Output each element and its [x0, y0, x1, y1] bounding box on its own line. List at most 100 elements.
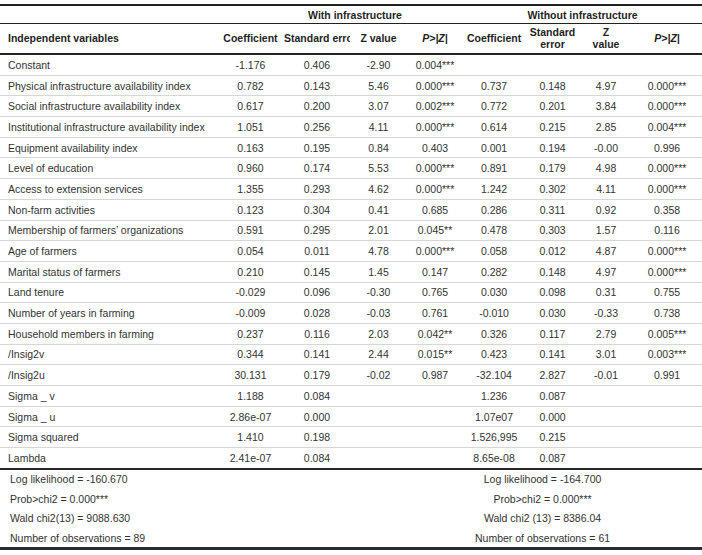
cell-p-value-without	[632, 427, 702, 448]
cell-p-value-with	[407, 448, 463, 469]
cell-z-value-without	[580, 406, 632, 427]
cell-p-value-with: 0.000***	[407, 75, 463, 96]
cell-coefficient-without: 1.242	[463, 179, 525, 200]
cell-p-value-without: 0.000***	[632, 158, 702, 179]
cell-standard-error-with: 0.141	[284, 344, 350, 365]
cell-standard-error-with: 0.011	[284, 241, 350, 262]
row-label: /Insig2u	[0, 365, 217, 386]
cell-coefficient-without: 0.282	[463, 261, 525, 282]
cell-standard-error-with: 0.028	[284, 303, 350, 324]
cell-standard-error-with: 0.000	[284, 406, 350, 427]
cell-z-value-without: 3.01	[580, 344, 632, 365]
cell-coefficient-without: 0.423	[463, 344, 525, 365]
column-header-p-value-without: P>|Z|	[632, 24, 702, 55]
cell-z-value-with: -0.02	[350, 365, 407, 386]
cell-z-value-with	[350, 386, 407, 407]
cell-standard-error-with: 0.143	[284, 75, 350, 96]
cell-standard-error-with: 0.116	[284, 323, 350, 344]
table-row: Household members in farming 0.237 0.116…	[0, 323, 702, 344]
cell-coefficient-without: 0.030	[463, 282, 525, 303]
cell-standard-error-with: 0.179	[284, 365, 350, 386]
cell-standard-error-without: 0.087	[525, 448, 580, 469]
cell-coefficient-without: 0.286	[463, 199, 525, 220]
cell-standard-error-without: 0.311	[525, 199, 580, 220]
cell-p-value-without: 0.000***	[632, 179, 702, 200]
cell-standard-error-with: 0.195	[284, 137, 350, 158]
cell-p-value-without: 0.991	[632, 365, 702, 386]
footer-prob-chi2-with: Prob>chi2 = 0.000***	[0, 489, 463, 508]
cell-coefficient-with: 0.210	[217, 261, 284, 282]
row-label: Age of farmers	[0, 241, 217, 262]
cell-z-value-without: 2.85	[580, 117, 632, 138]
cell-standard-error-with: 0.256	[284, 117, 350, 138]
table-body: Constant -1.176 0.406 -2.90 0.004*** Phy…	[0, 54, 702, 469]
cell-z-value-without: 1.57	[580, 220, 632, 241]
cell-p-value-with: 0.045**	[407, 220, 463, 241]
cell-coefficient-without: 1.236	[463, 386, 525, 407]
cell-coefficient-without: -32.104	[463, 365, 525, 386]
row-label: Level of education	[0, 158, 217, 179]
footer-row-observations: Number of observations = 89 Number of ob…	[0, 528, 702, 549]
cell-coefficient-with: 2.41e-07	[217, 448, 284, 469]
cell-z-value-without: 3.84	[580, 96, 632, 117]
footer-wald-chi2-without: Wald chi2 (13) = 8386.04	[463, 509, 702, 528]
cell-p-value-with: 0.147	[407, 261, 463, 282]
cell-z-value-without: 4.97	[580, 75, 632, 96]
cell-standard-error-without: 0.201	[525, 96, 580, 117]
row-label: Sigma _ u	[0, 406, 217, 427]
cell-coefficient-with: -1.176	[217, 54, 284, 75]
table-header: With infrastructure Without infrastructu…	[0, 5, 702, 54]
cell-standard-error-without: 0.012	[525, 241, 580, 262]
table-row: Social infrastructure availability index…	[0, 96, 702, 117]
table-row: Access to extension services 1.355 0.293…	[0, 179, 702, 200]
cell-z-value-with: 2.03	[350, 323, 407, 344]
cell-z-value-with: -0.03	[350, 303, 407, 324]
cell-standard-error-with: 0.084	[284, 386, 350, 407]
group-header-with-infrastructure: With infrastructure	[217, 5, 463, 24]
cell-coefficient-with: -0.009	[217, 303, 284, 324]
cell-z-value-without: 4.11	[580, 179, 632, 200]
cell-standard-error-without: 0.117	[525, 323, 580, 344]
page: With infrastructure Without infrastructu…	[0, 0, 702, 555]
cell-coefficient-with: 30.131	[217, 365, 284, 386]
table-row: /Insig2u 30.131 0.179 -0.02 0.987 -32.10…	[0, 365, 702, 386]
table-row: Sigma squared 1.410 0.198 1.526,995 0.21…	[0, 427, 702, 448]
table-row: Membership of farmers’ organizations 0.5…	[0, 220, 702, 241]
cell-standard-error-without	[525, 54, 580, 75]
cell-standard-error-without: 0.303	[525, 220, 580, 241]
cell-p-value-with: 0.987	[407, 365, 463, 386]
cell-standard-error-without: 0.148	[525, 261, 580, 282]
footer-log-likelihood-without: Log likelihood = -164.700	[463, 469, 702, 489]
regression-results-table: With infrastructure Without infrastructu…	[0, 4, 702, 550]
cell-coefficient-with: 1.188	[217, 386, 284, 407]
cell-z-value-with	[350, 427, 407, 448]
cell-p-value-with: 0.000***	[407, 117, 463, 138]
cell-coefficient-without	[463, 54, 525, 75]
row-label: Marital status of farmers	[0, 261, 217, 282]
cell-coefficient-with: 0.054	[217, 241, 284, 262]
cell-z-value-with: 1.45	[350, 261, 407, 282]
cell-z-value-without: 0.92	[580, 199, 632, 220]
cell-standard-error-without: 0.141	[525, 344, 580, 365]
cell-z-value-with: 4.62	[350, 179, 407, 200]
cell-standard-error-with: 0.295	[284, 220, 350, 241]
row-label: Number of years in farming	[0, 303, 217, 324]
row-label: Land tenure	[0, 282, 217, 303]
row-label: Physical infrastructure availability ind…	[0, 75, 217, 96]
cell-coefficient-with: 0.237	[217, 323, 284, 344]
cell-coefficient-with: 0.123	[217, 199, 284, 220]
cell-standard-error-with: 0.293	[284, 179, 350, 200]
footer-row-prob-chi2: Prob>chi2 = 0.000*** Prob>chi2 = 0.000**…	[0, 489, 702, 508]
row-label: Household members in farming	[0, 323, 217, 344]
cell-z-value-without: 4.87	[580, 241, 632, 262]
cell-coefficient-with: 0.617	[217, 96, 284, 117]
column-header-coefficient-with: Coefficient	[217, 24, 284, 55]
cell-p-value-without	[632, 54, 702, 75]
cell-p-value-without	[632, 386, 702, 407]
cell-p-value-without	[632, 448, 702, 469]
cell-standard-error-with: 0.174	[284, 158, 350, 179]
cell-standard-error-without: 0.030	[525, 303, 580, 324]
cell-standard-error-without: 2.827	[525, 365, 580, 386]
row-label: Constant	[0, 54, 217, 75]
cell-standard-error-with: 0.084	[284, 448, 350, 469]
